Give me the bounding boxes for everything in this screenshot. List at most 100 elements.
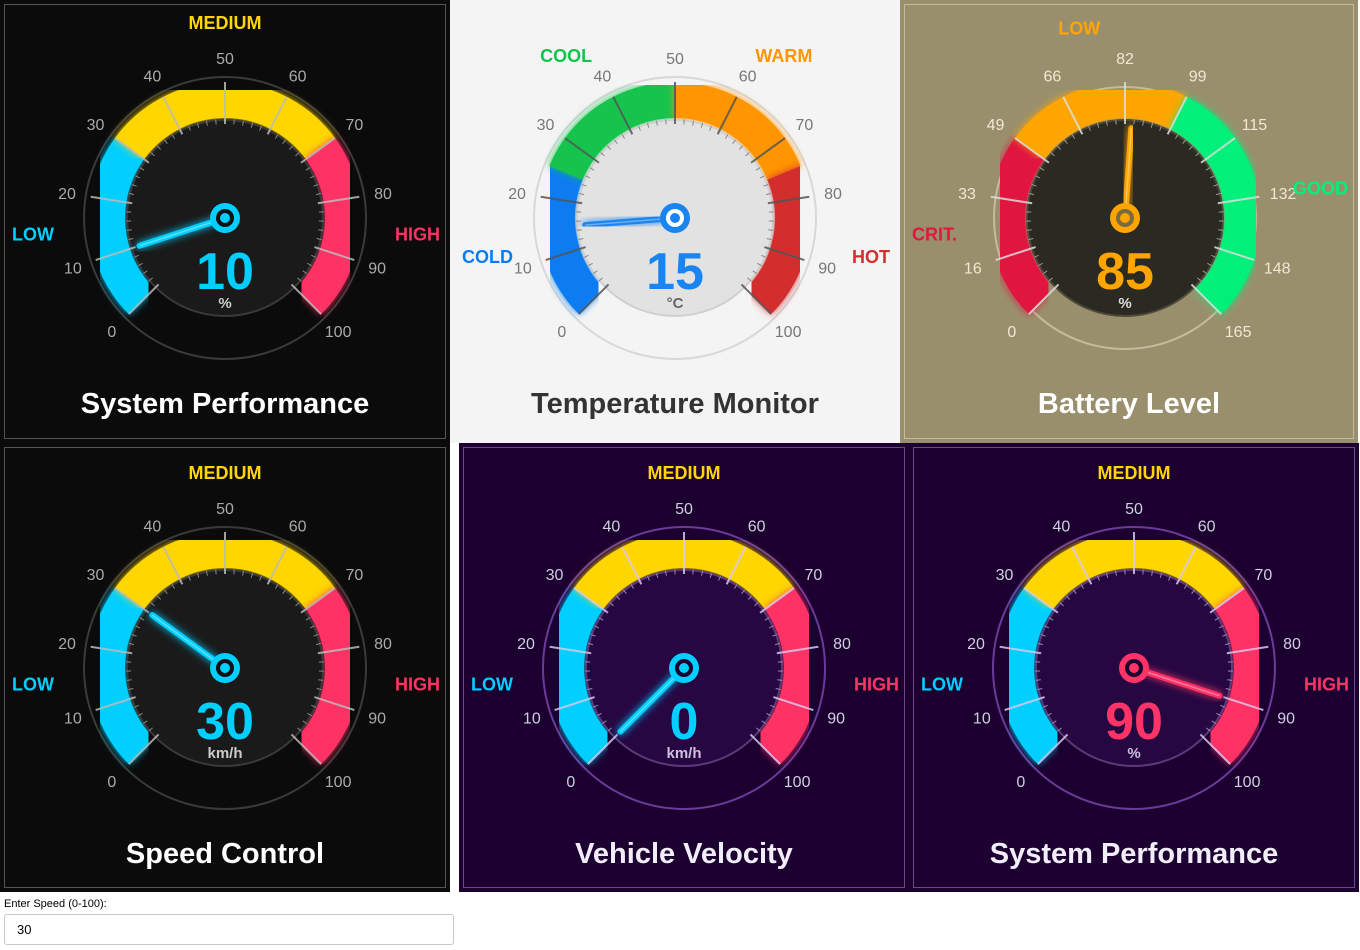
minor-tick: [718, 575, 721, 581]
tick-label: 90: [1277, 710, 1295, 727]
outer-track: [83, 76, 367, 360]
tick-label: 0: [1007, 324, 1016, 341]
tick-label: 60: [1198, 518, 1216, 535]
tick-label: 40: [593, 68, 611, 85]
gauge-title: Speed Control: [125, 838, 325, 870]
minor-tick: [761, 720, 767, 725]
tick-label: 165: [1225, 324, 1252, 341]
gauge-value: 30: [196, 693, 254, 751]
minor-tick: [588, 262, 593, 267]
minor-tick: [1047, 712, 1052, 717]
gauge-unit: %: [218, 295, 231, 312]
speed-input[interactable]: [4, 914, 454, 945]
minor-tick: [765, 192, 772, 196]
major-tick: [716, 96, 738, 135]
major-tick: [314, 696, 355, 711]
minor-tick: [148, 277, 153, 282]
major-tick: [290, 283, 322, 315]
tick-label: 33: [958, 186, 976, 203]
minor-tick: [1191, 589, 1196, 595]
minor-tick: [128, 238, 134, 241]
minor-tick: [578, 238, 584, 241]
minor-tick: [297, 727, 302, 732]
minor-tick: [307, 262, 312, 267]
minor-tick: [589, 167, 595, 171]
gauge-dial: 0 16 33 49 66 82 99 115 132 148 165 CRIT. LOW GOOD 85%: [904, 4, 1354, 439]
minor-tick: [1220, 704, 1226, 708]
minor-tick: [709, 572, 713, 578]
minor-tick: [597, 712, 602, 717]
minor-tick: [655, 572, 659, 578]
tick-label: 10: [64, 710, 82, 727]
minor-tick: [1105, 572, 1109, 578]
gauge-title: System Performance: [989, 838, 1279, 870]
minor-tick: [274, 584, 279, 589]
minor-tick: [1042, 270, 1048, 275]
tick-label: 90: [368, 710, 386, 727]
minor-tick: [1222, 633, 1228, 637]
zone-label: HIGH: [1304, 674, 1349, 694]
minor-tick: [1216, 712, 1221, 717]
minor-tick: [592, 704, 598, 708]
major-tick: [300, 587, 336, 614]
minor-tick: [598, 617, 604, 621]
minor-tick: [316, 238, 322, 241]
minor-tick: [775, 688, 781, 691]
minor-tick: [763, 183, 769, 187]
minor-tick: [1197, 595, 1203, 600]
major-tick: [1004, 696, 1045, 711]
major-tick: [128, 283, 160, 315]
gauge-needle-highlight: [139, 217, 226, 247]
major-tick: [759, 587, 795, 614]
minor-tick: [148, 727, 153, 732]
tick-label: 80: [374, 186, 392, 203]
outer-track: [542, 526, 826, 810]
tick-label: 82: [1116, 51, 1134, 68]
minor-tick: [756, 727, 761, 732]
minor-tick: [741, 589, 746, 595]
outer-track: [83, 526, 367, 810]
minor-tick: [594, 625, 600, 629]
minor-tick: [759, 175, 765, 179]
minor-tick: [128, 192, 135, 196]
minor-tick: [732, 139, 737, 145]
tick-label: 50: [1125, 501, 1143, 518]
minor-tick: [316, 688, 322, 691]
gauge-zone-arc: [548, 588, 614, 765]
minor-tick: [1048, 617, 1054, 621]
minor-tick: [1215, 192, 1222, 196]
gauge-value: 0: [670, 693, 699, 751]
minor-tick: [576, 229, 582, 231]
minor-tick: [1063, 139, 1068, 145]
tick-label: 90: [818, 260, 836, 277]
tick-label: 100: [325, 324, 352, 341]
tick-label: 0: [1016, 774, 1025, 791]
gauge-panel: 0 10 20 30 40 50 60 70 80 90 100 LOW MEDIUM HIGH 10% S…: [0, 0, 450, 443]
minor-tick: [150, 152, 155, 157]
minor-tick: [131, 633, 137, 637]
tick-label: 30: [546, 567, 564, 584]
minor-tick: [1174, 134, 1179, 139]
zone-label: LOW: [12, 224, 54, 244]
minor-tick: [1031, 183, 1037, 187]
major-tick: [1175, 546, 1197, 585]
minor-tick: [1038, 262, 1043, 267]
minor-tick: [1039, 167, 1045, 171]
minor-tick: [615, 595, 621, 600]
panel-border: [4, 447, 446, 888]
major-tick: [1028, 283, 1060, 315]
tick-label: 60: [748, 518, 766, 535]
minor-tick: [318, 679, 324, 681]
minor-tick: [142, 270, 148, 275]
tick-label: 20: [58, 186, 76, 203]
minor-tick: [585, 175, 591, 179]
minor-tick: [156, 595, 162, 600]
major-tick: [995, 246, 1036, 261]
major-tick: [545, 246, 586, 261]
minor-tick: [766, 238, 772, 241]
minor-tick: [607, 727, 612, 732]
needle-pivot-center: [220, 213, 230, 223]
gauge-value: 10: [196, 243, 254, 301]
major-tick: [317, 645, 360, 655]
minor-tick: [1216, 238, 1222, 241]
